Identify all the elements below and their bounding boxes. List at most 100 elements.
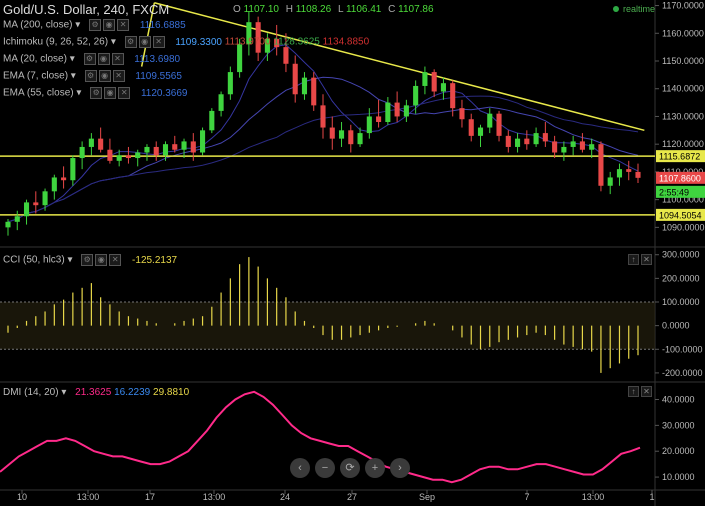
candle-body [468,119,474,136]
pane-up-icon[interactable]: ↑ [628,254,639,265]
cci-label: CCI (50, hlc3) [3,254,65,266]
candle-body [88,138,94,147]
x-tick-label: Sep [419,492,435,502]
cci-tick-label: 300.0000 [662,250,700,260]
indicator-ema7[interactable]: EMA (7, close) ▾ ⚙ ◉ ✕ 1109.5565 [3,70,182,82]
remove-icon[interactable]: ✕ [117,19,130,31]
dmi-tick-label: 30.0000 [662,420,695,430]
indicator-value: 1134.8850 [322,36,370,48]
candle-body [125,155,131,159]
pane-up-icon[interactable]: ↑ [628,386,639,397]
candle-body [144,146,150,153]
chart-navigation: ‹ − ⟳ + › [290,458,415,478]
candle-body [357,133,363,145]
prev-icon[interactable]: ‹ [290,458,310,478]
indicator-value: 1116.6885 [139,19,186,31]
candle-body [181,141,187,150]
cci-band [0,302,655,350]
remove-icon[interactable]: ✕ [152,36,165,48]
candle-body [459,108,465,120]
indicator-label: EMA (55, close) [3,87,74,99]
settings-icon[interactable]: ⚙ [84,70,97,82]
zoom-out-icon[interactable]: − [315,458,335,478]
price-tag [656,150,705,163]
candle-body [42,191,48,206]
indicator-ichimoku[interactable]: Ichimoku (9, 26, 52, 26) ▾ ⚙ ◉ ✕ 1109.3300… [3,36,370,48]
candle-body [487,113,493,128]
candle-body [79,146,85,159]
visibility-icon[interactable]: ◉ [103,19,116,31]
candle-body [320,105,326,128]
ohlc-high-label: H [285,4,293,15]
candle-body [209,110,215,131]
indicator-ma20[interactable]: MA (20, close) ▾ ⚙ ◉ ✕ 1113.6980 [3,53,181,65]
candle-body [376,116,382,122]
x-tick-label: 1 [649,492,654,502]
settings-icon[interactable]: ⚙ [124,36,137,48]
settings-icon[interactable]: ⚙ [89,19,102,31]
dmi-value: 16.2239 [114,387,151,398]
candle-body [496,113,502,136]
trendline [154,2,645,132]
trendline [140,2,156,67]
visibility-icon[interactable]: ◉ [98,70,111,82]
candle-body [116,155,122,161]
remove-icon[interactable]: ✕ [109,254,122,266]
candle-body [218,94,224,111]
cci-tick-label: 0.0000 [662,321,690,331]
y-tick-label: 1120.0000 [662,139,704,149]
x-tick-label: 24 [280,492,290,502]
remove-icon[interactable]: ✕ [118,87,131,99]
visibility-icon[interactable]: ◉ [104,87,117,99]
indicator-ema55[interactable]: EMA (55, close) ▾ ⚙ ◉ ✕ 1120.3669 [3,87,188,99]
candle-body [348,130,354,145]
dmi-legend[interactable]: DMI (14, 20) ▾ 21.3625 16.2239 29.8810 [3,387,190,398]
ohlc-readout: O 1107.10 H 1108.26 L 1106.41 C 1107.86 [233,4,438,15]
candle-body [283,47,289,64]
candle-body [626,169,632,172]
visibility-icon[interactable]: ◉ [95,254,108,266]
cci-tick-label: 100.0000 [662,297,700,307]
cci-legend[interactable]: CCI (50, hlc3) ▾ ⚙ ◉ ✕ -125.2137 [3,254,178,266]
remove-icon[interactable]: ✕ [112,70,125,82]
indicator-value: 1113.9700 [224,36,271,48]
price-tag-label: 1094.5054 [659,210,702,220]
cci-tick-label: -100.0000 [662,344,703,354]
indicator-label: Ichimoku (9, 26, 52, 26) [3,36,109,48]
candle-body [477,127,484,136]
ohlc-open-value: 1107.10 [243,4,279,15]
candle-body [264,38,270,53]
candle-body [533,133,539,145]
settings-icon[interactable]: ⚙ [81,254,94,266]
candle-body [190,141,196,153]
pane-close-icon[interactable]: ✕ [641,254,652,265]
indicator-value: 1109.3300 [175,36,222,48]
indicator-ma200[interactable]: MA (200, close) ▾ ⚙ ◉ ✕ 1116.6885 [3,19,186,31]
settings-icon[interactable]: ⚙ [83,53,96,65]
y-tick-label: 1100.0000 [662,195,704,205]
pane-close-icon[interactable]: ✕ [641,386,652,397]
zoom-in-icon[interactable]: + [365,458,385,478]
indicator-label: EMA (7, close) [3,70,69,82]
cci-tick-label: -200.0000 [662,368,703,378]
candle-body [413,85,419,106]
indicator-value: 1113.6980 [134,53,181,65]
visibility-icon[interactable]: ◉ [97,53,110,65]
symbol-title[interactable]: Gold/U.S. Dollar, 240, FXCM [3,2,170,17]
next-icon[interactable]: › [390,458,410,478]
reset-icon[interactable]: ⟳ [340,458,360,478]
candle-body [255,22,261,53]
indicator-label: MA (20, close) [3,53,67,65]
settings-icon[interactable]: ⚙ [90,87,103,99]
candle-body [440,83,446,92]
dmi-tick-label: 40.0000 [662,395,695,405]
candle-body [385,102,391,122]
price-tag-label: 1115.6872 [659,152,700,162]
visibility-icon[interactable]: ◉ [138,36,151,48]
candle-body [329,127,335,139]
x-tick-label: 17 [145,492,155,502]
candle-body [366,116,372,134]
candle-body [524,138,530,145]
remove-icon[interactable]: ✕ [111,53,124,65]
